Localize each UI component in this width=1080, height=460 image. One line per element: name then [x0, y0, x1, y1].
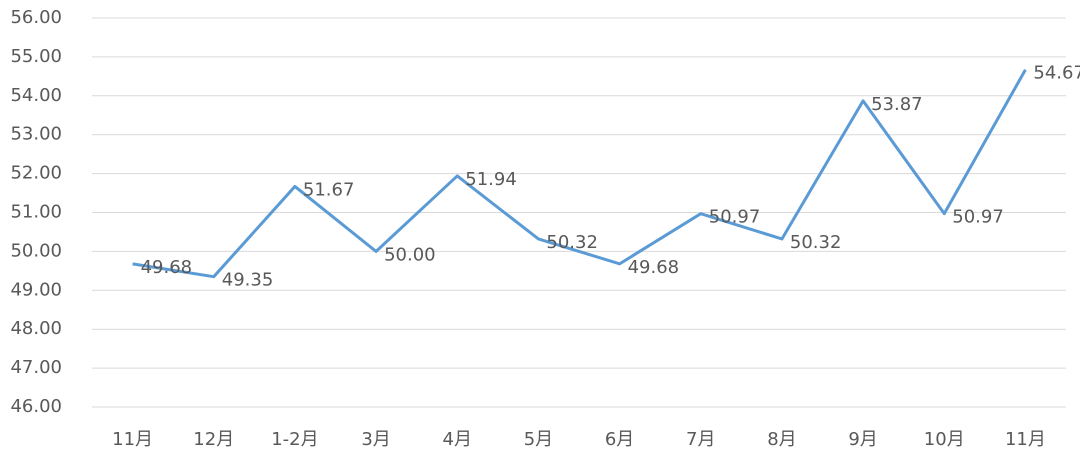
y-tick-label: 51.00	[10, 202, 62, 223]
y-tick-label: 50.00	[10, 240, 62, 261]
x-tick-label: 11月	[1005, 429, 1046, 450]
y-tick-label: 49.00	[10, 279, 62, 300]
y-tick-label: 56.00	[10, 7, 62, 28]
data-label: 54.67	[1033, 63, 1080, 84]
y-tick-label: 52.00	[10, 163, 62, 184]
y-tick-label: 47.00	[10, 357, 62, 378]
y-tick-label: 48.00	[10, 318, 62, 339]
x-tick-label: 10月	[924, 429, 965, 450]
y-tick-label: 46.00	[10, 396, 62, 417]
y-tick-label: 55.00	[10, 46, 62, 67]
x-tick-label: 9月	[848, 429, 877, 450]
data-label: 51.94	[465, 169, 517, 190]
y-tick-label: 54.00	[10, 85, 62, 106]
x-tick-label: 7月	[686, 429, 715, 450]
x-tick-label: 3月	[361, 429, 390, 450]
data-label: 50.97	[952, 207, 1004, 228]
data-label: 49.35	[222, 270, 274, 291]
x-tick-label: 6月	[605, 429, 634, 450]
data-label: 51.67	[303, 179, 355, 200]
y-tick-label: 53.00	[10, 124, 62, 145]
x-tick-label: 5月	[524, 429, 553, 450]
data-label: 50.00	[384, 244, 436, 265]
x-tick-label: 11月	[112, 429, 153, 450]
data-label: 50.32	[546, 232, 598, 253]
x-tick-label: 4月	[443, 429, 472, 450]
x-tick-label: 8月	[767, 429, 796, 450]
data-line	[132, 69, 1027, 279]
data-label: 49.68	[628, 257, 680, 278]
x-tick-label: 12月	[193, 429, 234, 450]
data-label: 50.32	[790, 232, 842, 253]
data-label: 53.87	[871, 94, 923, 115]
data-label: 49.68	[141, 257, 193, 278]
data-label: 50.97	[709, 207, 761, 228]
x-tick-label: 1-2月	[271, 429, 318, 450]
